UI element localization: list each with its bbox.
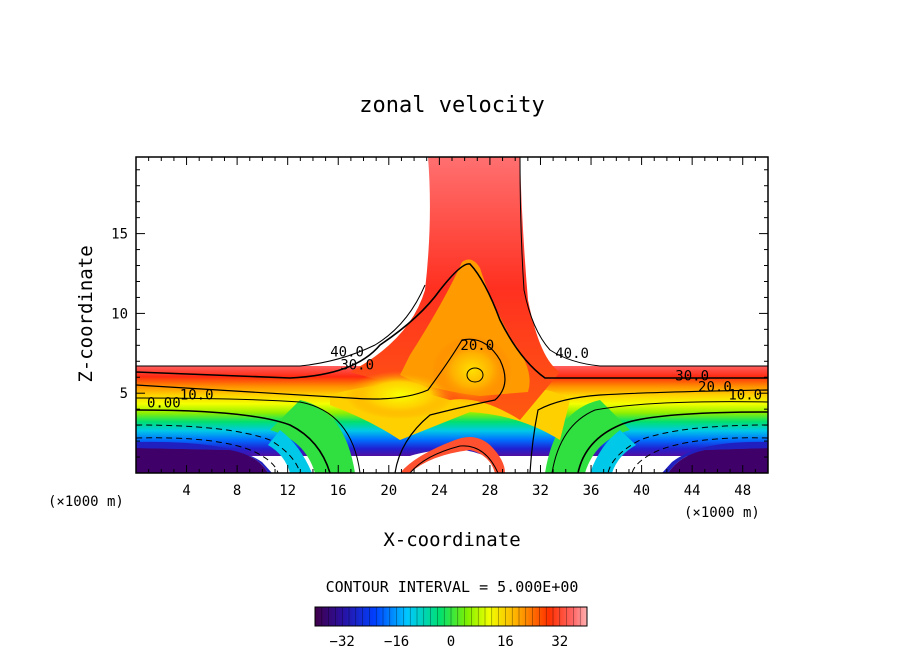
contour-20-right <box>529 389 768 473</box>
x-tick-labels: 4 8 12 16 20 24 28 32 36 40 44 48 <box>182 483 751 499</box>
x-tick-label: 44 <box>684 483 701 499</box>
right-green-lobe <box>545 400 630 473</box>
contour-center-ring <box>466 367 484 383</box>
colorbar-tick-label: 32 <box>551 634 568 650</box>
contour-neg-right <box>607 424 768 473</box>
chart-title: zonal velocity <box>359 93 544 118</box>
contour-neg-left <box>136 424 301 473</box>
y-axis-label: Z-coordinate <box>75 245 97 382</box>
contour-40-right <box>519 157 768 367</box>
contour-40-left <box>136 284 426 367</box>
x-tick-label: 48 <box>734 483 751 499</box>
x-tick-label: 32 <box>532 483 549 499</box>
contour-10-left <box>136 397 361 473</box>
contour-label: 40.0 <box>330 344 364 360</box>
x-axis-label: X-coordinate <box>383 529 520 551</box>
y-tick-label: 10 <box>111 306 128 322</box>
center-yellow-core <box>432 336 512 404</box>
contour-0-right <box>577 411 768 473</box>
contour-label: 20.0 <box>460 338 494 354</box>
colorbar-tick-label: 0 <box>447 634 455 650</box>
contour-label: 10.0 <box>180 388 214 404</box>
left-yellow-core <box>345 371 455 419</box>
x-unit-right: (×1000 m) <box>684 505 760 521</box>
left-vortex-ring <box>136 441 272 473</box>
contour-label: 30.0 <box>340 357 374 373</box>
contour-interval-note: CONTOUR INTERVAL = 5.000E+00 <box>326 578 579 596</box>
colorbar-tick-labels: −32 −16 0 16 32 <box>330 634 569 650</box>
lower-red-bump <box>400 436 505 473</box>
left-cyan-lobe <box>268 430 312 473</box>
axis-ticks <box>136 157 768 473</box>
colorbar-tick-label: −32 <box>330 634 355 650</box>
x-tick-label: 8 <box>233 483 241 499</box>
colorbar-tick-label: 16 <box>497 634 514 650</box>
contour-label: 30.0 <box>675 368 709 384</box>
x-tick-label: 20 <box>380 483 397 499</box>
left-green-lobe <box>270 400 355 473</box>
contour-neg-right-2 <box>631 437 768 473</box>
left-vortex-core <box>136 448 268 473</box>
x-tick-label: 40 <box>633 483 650 499</box>
y-tick-label: 5 <box>120 386 128 402</box>
contour-lines <box>136 157 768 473</box>
contour-30 <box>136 263 768 379</box>
contour-fill <box>136 157 768 473</box>
y-tick-labels: 5 10 15 <box>111 227 128 403</box>
contour-label: 10.0 <box>728 388 762 404</box>
contour-0-left <box>136 409 331 473</box>
contour-label: 40.0 <box>555 346 589 362</box>
x-tick-label: 24 <box>431 483 448 499</box>
contour-label: 20.0 <box>698 380 732 396</box>
colorbar-steps <box>321 607 581 626</box>
right-vortex-ring <box>662 441 768 473</box>
x-tick-label: 16 <box>330 483 347 499</box>
x-tick-label: 28 <box>481 483 498 499</box>
colorbar-tick-label: −16 <box>384 634 409 650</box>
contour-label: 0.00 <box>147 396 181 412</box>
contour-20 <box>136 338 506 473</box>
x-tick-label: 12 <box>279 483 296 499</box>
contour-neg-left-2 <box>136 437 279 473</box>
x-tick-label: 36 <box>583 483 600 499</box>
right-cyan-lobe <box>590 430 636 473</box>
x-tick-label: 4 <box>182 483 190 499</box>
x-unit-left: (×1000 m) <box>48 494 124 510</box>
contour-lower-bump <box>409 445 499 473</box>
contour-10-right <box>551 401 768 473</box>
y-tick-label: 15 <box>111 227 128 243</box>
